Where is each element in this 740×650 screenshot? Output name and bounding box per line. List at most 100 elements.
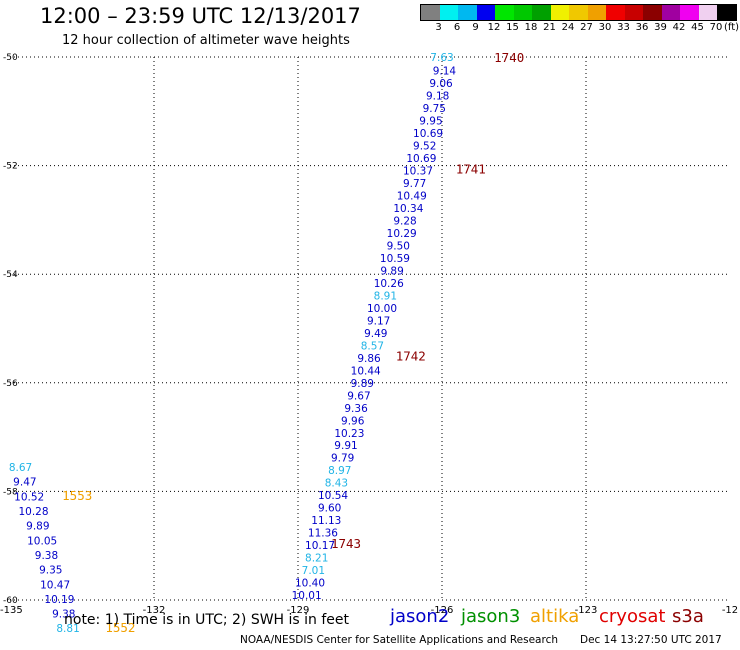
wave-height-value: 9.52 bbox=[413, 141, 436, 153]
pass-time-label: 1553 bbox=[62, 488, 92, 503]
color-swatch bbox=[606, 5, 625, 20]
x-tick-label: -12 bbox=[722, 605, 738, 616]
satellite-label-cryosat: cryosat bbox=[599, 606, 666, 627]
wave-height-value: 9.38 bbox=[35, 550, 58, 562]
wave-height-value: 10.26 bbox=[374, 278, 404, 290]
wave-height-value: 9.96 bbox=[341, 415, 365, 427]
color-scale-label: 9 bbox=[472, 22, 479, 33]
wave-height-value: 9.49 bbox=[364, 328, 387, 340]
wave-height-value: 8.57 bbox=[361, 340, 384, 352]
color-swatch bbox=[587, 5, 606, 20]
color-scale-label: 24 bbox=[561, 22, 575, 33]
color-scale-labels: 3 6 9 12 15 18 21 24 27 30 33 36 39 42 45 70 (ft) bbox=[420, 22, 740, 34]
wave-height-value: 9.91 bbox=[334, 440, 357, 452]
wave-height-value: 10.69 bbox=[413, 128, 443, 140]
wave-height-value: 10.28 bbox=[18, 506, 48, 518]
color-swatch bbox=[421, 5, 440, 20]
wave-height-value: 10.05 bbox=[27, 535, 57, 547]
color-scale-label: 21 bbox=[543, 22, 556, 33]
wave-height-value: 10.00 bbox=[367, 303, 397, 315]
color-swatch bbox=[717, 5, 736, 20]
wave-height-value: 9.60 bbox=[318, 503, 341, 515]
color-scale-label: 6 bbox=[453, 22, 461, 33]
wave-height-value: 8.67 bbox=[9, 462, 32, 474]
color-swatch bbox=[495, 5, 514, 20]
wave-height-value: 11.13 bbox=[311, 515, 341, 527]
wave-height-value: 10.59 bbox=[380, 253, 410, 265]
footer-credit: NOAA/NESDIS Center for Satellite Applica… bbox=[240, 634, 558, 646]
wave-height-value: 9.17 bbox=[367, 315, 390, 327]
color-scale-unit: (ft) bbox=[724, 22, 740, 33]
page-subtitle: 12 hour collection of altimeter wave hei… bbox=[62, 33, 350, 48]
wave-height-value: 10.19 bbox=[44, 594, 74, 606]
satellite-label-jason2: jason2 bbox=[390, 606, 450, 627]
color-swatch bbox=[624, 5, 643, 20]
wave-height-value: 10.54 bbox=[318, 490, 348, 502]
color-swatch bbox=[643, 5, 662, 20]
color-scale-label: 45 bbox=[691, 22, 704, 33]
color-swatch bbox=[513, 5, 532, 20]
color-swatch bbox=[439, 5, 458, 20]
wave-height-value: 8.43 bbox=[325, 478, 348, 490]
color-swatch bbox=[661, 5, 680, 20]
x-tick-label: -126 bbox=[431, 605, 454, 616]
x-tick-label: -129 bbox=[287, 605, 310, 616]
wave-height-value: 8.91 bbox=[374, 290, 397, 302]
color-swatch bbox=[698, 5, 717, 20]
wave-height-value: 9.06 bbox=[429, 78, 453, 90]
y-tick-label: -58 bbox=[3, 487, 18, 497]
wave-height-value: 9.36 bbox=[344, 403, 368, 415]
wave-height-value: 10.17 bbox=[305, 540, 335, 552]
pass-time-label: 1552 bbox=[105, 620, 135, 635]
footer-timestamp: Dec 14 13:27:50 UTC 2017 bbox=[580, 634, 722, 646]
wave-height-value: 8.97 bbox=[328, 465, 351, 477]
wave-height-value: 9.77 bbox=[403, 178, 426, 190]
y-tick-label: -52 bbox=[3, 162, 18, 172]
color-scale-label: 12 bbox=[487, 22, 501, 33]
satellite-label-altika: altika bbox=[530, 606, 580, 627]
wave-height-value: 9.86 bbox=[357, 353, 381, 365]
color-scale-label: 18 bbox=[524, 22, 538, 33]
y-tick-label: -50 bbox=[3, 53, 18, 63]
color-swatch bbox=[532, 5, 551, 20]
wave-height-value: 9.67 bbox=[347, 390, 370, 402]
pass-time-label: 1742 bbox=[396, 349, 426, 364]
wave-height-value: 9.95 bbox=[419, 116, 442, 128]
wave-height-value: 9.89 bbox=[26, 521, 49, 533]
wave-height-value: 9.35 bbox=[39, 565, 62, 577]
color-scale-label: 42 bbox=[672, 22, 686, 33]
wave-height-value: 7.01 bbox=[302, 565, 325, 577]
wave-height-value: 9.75 bbox=[423, 103, 446, 115]
x-tick-label: -135 bbox=[0, 605, 23, 616]
wave-height-value: 10.01 bbox=[292, 590, 322, 602]
satellite-label-jason3: jason3 bbox=[461, 606, 521, 627]
wave-height-value: 9.89 bbox=[351, 378, 374, 390]
y-tick-label: -56 bbox=[3, 379, 18, 389]
color-scale-swatches bbox=[420, 4, 737, 21]
wave-height-value: 9.38 bbox=[52, 609, 75, 621]
wave-height-value: 10.52 bbox=[14, 491, 44, 503]
wave-height-value: 10.49 bbox=[397, 190, 427, 202]
wave-height-value: 7.63 bbox=[430, 52, 453, 64]
wave-height-value: 8.21 bbox=[305, 553, 328, 565]
wave-height-value: 10.69 bbox=[406, 153, 436, 165]
wave-height-value: 9.79 bbox=[331, 453, 354, 465]
color-scale-label: 15 bbox=[506, 22, 519, 33]
satellite-label-s3a: s3a bbox=[672, 606, 704, 627]
color-swatch bbox=[680, 5, 699, 20]
footnote: note: 1) Time is in UTC; 2) SWH is in fe… bbox=[64, 612, 350, 628]
color-scale-label: 3 bbox=[435, 22, 442, 33]
color-scale-label: 70 bbox=[709, 22, 723, 33]
wave-height-value: 9.28 bbox=[393, 215, 416, 227]
y-tick-label: -54 bbox=[3, 270, 18, 280]
color-swatch bbox=[458, 5, 477, 20]
x-tick-label: -132 bbox=[143, 605, 166, 616]
wave-height-value: 10.40 bbox=[295, 578, 325, 590]
wave-height-value: 9.50 bbox=[387, 240, 410, 252]
wave-height-value: 10.23 bbox=[334, 428, 364, 440]
wave-height-value: 11.36 bbox=[308, 528, 338, 540]
pass-time-label: 1743 bbox=[331, 536, 361, 551]
wave-height-value: 10.37 bbox=[403, 165, 433, 177]
color-swatch bbox=[550, 5, 569, 20]
